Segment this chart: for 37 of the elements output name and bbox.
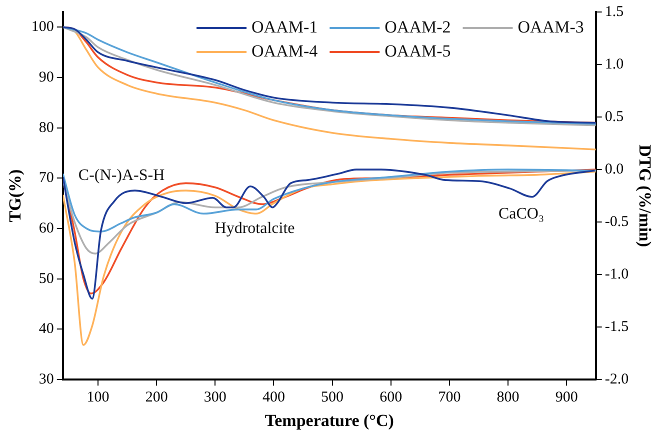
legend-label: OAAM-5 [384,41,451,60]
y2-tick-label: 0.5 [604,108,624,125]
x-tick-label: 600 [380,390,402,406]
y-tick-label: 80 [38,120,54,136]
y2-axis-title: DTG (%/min) [635,144,654,248]
legend-label: OAAM-4 [252,41,318,60]
y-tick-label: 50 [38,270,54,287]
y-tick-label: 60 [38,220,54,236]
y2-tick-label: -1.5 [604,319,629,336]
y2-tick-label: -0.5 [604,214,629,230]
y2-tick-label: 0.0 [604,161,624,178]
x-tick-label: 800 [496,390,520,406]
y-axis-title: TG(%) [6,169,25,222]
legend-label: OAAM-1 [252,17,318,36]
x-tick-label: 900 [555,390,578,406]
x-tick-label: 400 [262,390,285,406]
y2-tick-label: -1.0 [604,266,629,283]
legend-label: OAAM-2 [384,17,451,36]
y-tick-label: 90 [38,69,54,86]
annotation: CaCO₃ [498,205,544,222]
legend-label: OAAM-3 [518,17,584,36]
y-tick-label: 40 [38,321,54,338]
x-tick-label: 500 [321,390,344,406]
x-tick-label: 100 [86,390,110,406]
y2-tick-label: 1.5 [604,4,624,20]
annotation: Hydrotalcite [214,220,295,238]
y-tick-label: 70 [38,170,54,186]
line-series [62,170,596,346]
x-tick-label: 300 [204,390,226,406]
y2-tick-label: -2.0 [604,372,629,388]
x-tick-label: 200 [145,390,168,406]
x-tick-label: 700 [438,390,461,406]
y-tick-label: 100 [31,19,54,36]
y-tick-label: 30 [38,372,54,388]
x-axis-title: Temperature (°C) [264,411,394,430]
annotation: C-(N-)A-S-H [78,166,166,184]
y2-tick-label: 1.0 [604,56,624,72]
